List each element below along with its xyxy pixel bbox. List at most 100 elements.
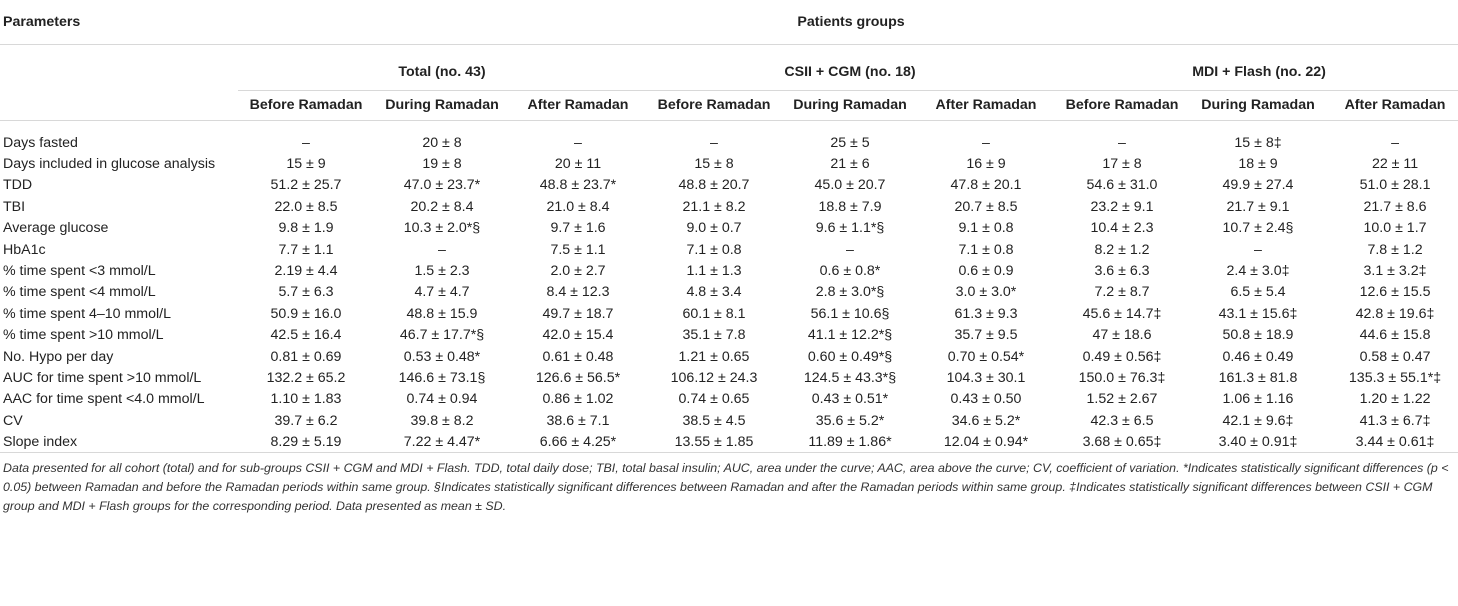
period-heading: After Ramadan <box>935 97 1037 113</box>
table-cell: 49.7 ± 18.7 <box>542 305 614 322</box>
row-parameter: % time spent >10 mmol/L <box>3 327 164 344</box>
table-cell: 47.0 ± 23.7* <box>403 177 481 194</box>
row-parameter: % time spent <4 mmol/L <box>3 284 156 301</box>
table-row: Days included in glucose analysis 15 ± 9 1… <box>0 153 1458 174</box>
table-cell: 2.19 ± 4.4 <box>274 263 338 280</box>
header-row-top: Parameters Patients groups <box>0 0 1458 44</box>
table-cell: 8.2 ± 1.2 <box>1094 241 1150 258</box>
table-cell: 7.2 ± 8.7 <box>1094 284 1150 301</box>
table-cell: 15 ± 9 <box>286 156 326 173</box>
table-cell: 3.40 ± 0.91‡ <box>1218 433 1298 450</box>
table-cell: 7.7 ± 1.1 <box>278 241 334 258</box>
table-cell: 10.4 ± 2.3 <box>1090 220 1154 237</box>
table-cell: 161.3 ± 81.8 <box>1218 369 1298 386</box>
table-cell: 21.7 ± 8.6 <box>1363 198 1427 215</box>
row-parameter: TBI <box>3 198 26 215</box>
table-cell: 47 ± 18.6 <box>1092 327 1152 344</box>
table-cell: 18.8 ± 7.9 <box>818 198 882 215</box>
table-row: % time spent 4–10 mmol/L 50.9 ± 16.0 48.8 … <box>0 303 1458 324</box>
table-cell: 146.6 ± 73.1§ <box>398 369 486 386</box>
table-cell: 0.86 ± 1.02 <box>542 391 614 408</box>
table-cell: 56.1 ± 10.6§ <box>810 305 890 322</box>
table-row: Days fasted – 20 ± 8 – – 25 ± 5 – – 15 ± 8‡ – <box>0 132 1458 153</box>
table-cell: – <box>1254 241 1262 258</box>
table-cell: 1.5 ± 2.3 <box>414 263 470 280</box>
table-cell: 21.7 ± 9.1 <box>1226 198 1290 215</box>
table-cell: 51.2 ± 25.7 <box>270 177 342 194</box>
table-cell: 3.68 ± 0.65‡ <box>1082 433 1162 450</box>
table-cell: 2.8 ± 3.0*§ <box>815 284 885 301</box>
table-cell: 1.20 ± 1.22 <box>1359 391 1431 408</box>
table-cell: 47.8 ± 20.1 <box>950 177 1022 194</box>
header-spacer <box>0 44 238 90</box>
table-cell: 0.58 ± 0.47 <box>1359 348 1431 365</box>
table-cell: 1.06 ± 1.16 <box>1222 391 1294 408</box>
table-cell: 13.55 ± 1.85 <box>674 433 754 450</box>
table-cell: 9.8 ± 1.9 <box>278 220 334 237</box>
table-cell: 42.5 ± 16.4 <box>270 327 342 344</box>
group-heading-mdi-flash: MDI + Flash (no. 22) <box>1054 44 1458 91</box>
table-cell: 25 ± 5 <box>830 134 870 151</box>
table-cell: 50.8 ± 18.9 <box>1222 327 1294 344</box>
table-cell: 35.7 ± 9.5 <box>954 327 1018 344</box>
table-cell: – <box>1118 134 1126 151</box>
table-cell: 42.3 ± 6.5 <box>1090 412 1154 429</box>
table-cell: 34.6 ± 5.2* <box>951 412 1021 429</box>
table-cell: 0.6 ± 0.9 <box>958 263 1014 280</box>
table-cell: 7.22 ± 4.47* <box>403 433 481 450</box>
table-cell: 2.4 ± 3.0‡ <box>1226 263 1290 280</box>
table-cell: 3.44 ± 0.61‡ <box>1355 433 1435 450</box>
table-cell: 1.1 ± 1.3 <box>686 263 742 280</box>
table-cell: 124.5 ± 43.3*§ <box>803 369 897 386</box>
table-cell: 35.6 ± 5.2* <box>815 412 885 429</box>
row-parameter: % time spent <3 mmol/L <box>3 263 156 280</box>
table-cell: 21.1 ± 8.2 <box>682 198 746 215</box>
table-cell: 150.0 ± 76.3‡ <box>1078 369 1166 386</box>
table-cell: 21 ± 6 <box>830 156 870 173</box>
row-parameter: AAC for time spent <4.0 mmol/L <box>3 391 205 408</box>
table-cell: 0.70 ± 0.54* <box>947 348 1025 365</box>
table-cell: 5.7 ± 6.3 <box>278 284 334 301</box>
table-cell: 45.0 ± 20.7 <box>814 177 886 194</box>
table-cell: 1.10 ± 1.83 <box>270 391 342 408</box>
table-cell: 8.29 ± 5.19 <box>270 433 342 450</box>
table-cell: 41.1 ± 12.2*§ <box>807 327 893 344</box>
table-cell: 0.49 ± 0.56‡ <box>1082 348 1162 365</box>
table-cell: – <box>710 134 718 151</box>
group-heading-total: Total (no. 43) <box>238 44 646 91</box>
table-cell: 51.0 ± 28.1 <box>1359 177 1431 194</box>
table-cell: 12.6 ± 15.5 <box>1359 284 1431 301</box>
table-cell: 0.74 ± 0.94 <box>406 391 478 408</box>
table-cell: 38.5 ± 4.5 <box>682 412 746 429</box>
table-row: Slope index 8.29 ± 5.19 7.22 ± 4.47* 6.66 ±… <box>0 431 1458 452</box>
table-row: CV 39.7 ± 6.2 39.8 ± 8.2 38.6 ± 7.1 38.5 ± 4… <box>0 410 1458 431</box>
table-row: AAC for time spent <4.0 mmol/L 1.10 ± 1.8… <box>0 389 1458 410</box>
table-cell: 9.7 ± 1.6 <box>550 220 606 237</box>
row-parameter: HbA1c <box>3 241 46 258</box>
table-cell: 42.1 ± 9.6‡ <box>1222 412 1294 429</box>
period-heading: During Ramadan <box>1201 97 1315 113</box>
table-cell: 20 ± 8 <box>422 134 462 151</box>
table-cell: 7.8 ± 1.2 <box>1367 241 1423 258</box>
table-cell: 11.89 ± 1.86* <box>808 433 892 450</box>
parameters-heading: Parameters <box>3 13 81 30</box>
table-cell: 3.0 ± 3.0* <box>955 284 1017 301</box>
table-cell: 10.0 ± 1.7 <box>1363 220 1427 237</box>
table-cell: 20.7 ± 8.5 <box>954 198 1018 215</box>
table-cell: 15 ± 8 <box>694 156 734 173</box>
table-cell: 2.0 ± 2.7 <box>550 263 606 280</box>
table-cell: 6.5 ± 5.4 <box>1230 284 1286 301</box>
table-cell: 41.3 ± 6.7‡ <box>1359 412 1431 429</box>
table-row: No. Hypo per day 0.81 ± 0.69 0.53 ± 0.48* 0… <box>0 346 1458 367</box>
period-heading: After Ramadan <box>527 97 629 113</box>
table-cell: 42.8 ± 19.6‡ <box>1355 305 1435 322</box>
table-cell: 16 ± 9 <box>966 156 1006 173</box>
table-row: Average glucose 9.8 ± 1.9 10.3 ± 2.0*§ 9.7 … <box>0 218 1458 239</box>
table-cell: 48.8 ± 15.9 <box>406 305 478 322</box>
period-heading: During Ramadan <box>793 97 907 113</box>
period-heading: Before Ramadan <box>249 97 363 113</box>
table-cell: 45.6 ± 14.7‡ <box>1082 305 1162 322</box>
table-cell: 0.81 ± 0.69 <box>270 348 342 365</box>
table-cell: 126.6 ± 56.5* <box>535 369 621 386</box>
table-cell: 0.60 ± 0.49*§ <box>807 348 893 365</box>
